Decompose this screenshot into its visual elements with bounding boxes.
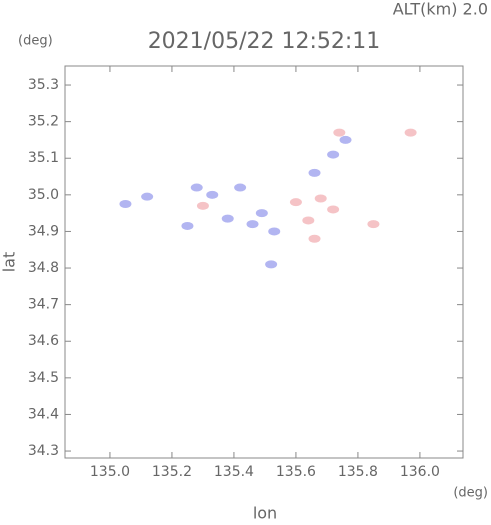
x-unit: (deg) (453, 486, 488, 501)
y-axis-label: lat (0, 252, 19, 273)
x-tick-label: 135.8 (338, 464, 378, 480)
echo-point (327, 150, 340, 159)
chart-title: 2021/05/22 12:52:11 (148, 29, 381, 54)
echo-point (221, 214, 234, 223)
y-tick-label: 34.9 (28, 223, 59, 239)
echo-point (190, 183, 203, 192)
x-tick-label: 136.0 (400, 464, 440, 480)
y-tick-label: 35.2 (28, 114, 59, 130)
y-tick-label: 35.0 (28, 187, 59, 203)
echo-point (268, 227, 281, 236)
echo-point (196, 201, 209, 210)
echo-point (234, 183, 247, 192)
echo-point (141, 192, 154, 201)
echo-point (302, 216, 315, 225)
y-tick-label: 34.3 (28, 443, 59, 459)
echo-point (119, 199, 132, 208)
y-tick-label: 34.7 (28, 297, 59, 313)
y-tick-label: 35.3 (28, 77, 59, 93)
plot-frame (64, 65, 464, 459)
echo-point (333, 128, 346, 137)
y-tick-label: 34.6 (28, 333, 59, 349)
echo-point (339, 135, 352, 144)
echo-point (314, 194, 327, 203)
y-tick-label: 34.8 (28, 260, 59, 276)
echo-point (255, 209, 268, 218)
echo-point (265, 260, 278, 269)
echo-point (181, 221, 194, 230)
echo-point (367, 220, 380, 229)
x-tick-label: 135.2 (152, 464, 192, 480)
y-tick-label: 34.4 (28, 406, 59, 422)
x-tick-label: 135.0 (90, 464, 130, 480)
echo-point (404, 128, 417, 137)
x-tick-label: 135.6 (276, 464, 316, 480)
echo-point (308, 234, 321, 243)
echo-point (327, 205, 340, 214)
y-tick-label: 35.1 (28, 150, 59, 166)
x-axis-label: lon (253, 504, 277, 522)
y-unit: (deg) (18, 34, 53, 49)
echo-point (246, 220, 259, 229)
x-tick-label: 135.4 (214, 464, 254, 480)
chart-subtitle: ALT(km) 2.0 (393, 0, 488, 19)
echo-point (206, 190, 219, 199)
y-tick-label: 34.5 (28, 370, 59, 386)
echo-point (289, 198, 302, 207)
echo-point (308, 168, 321, 177)
